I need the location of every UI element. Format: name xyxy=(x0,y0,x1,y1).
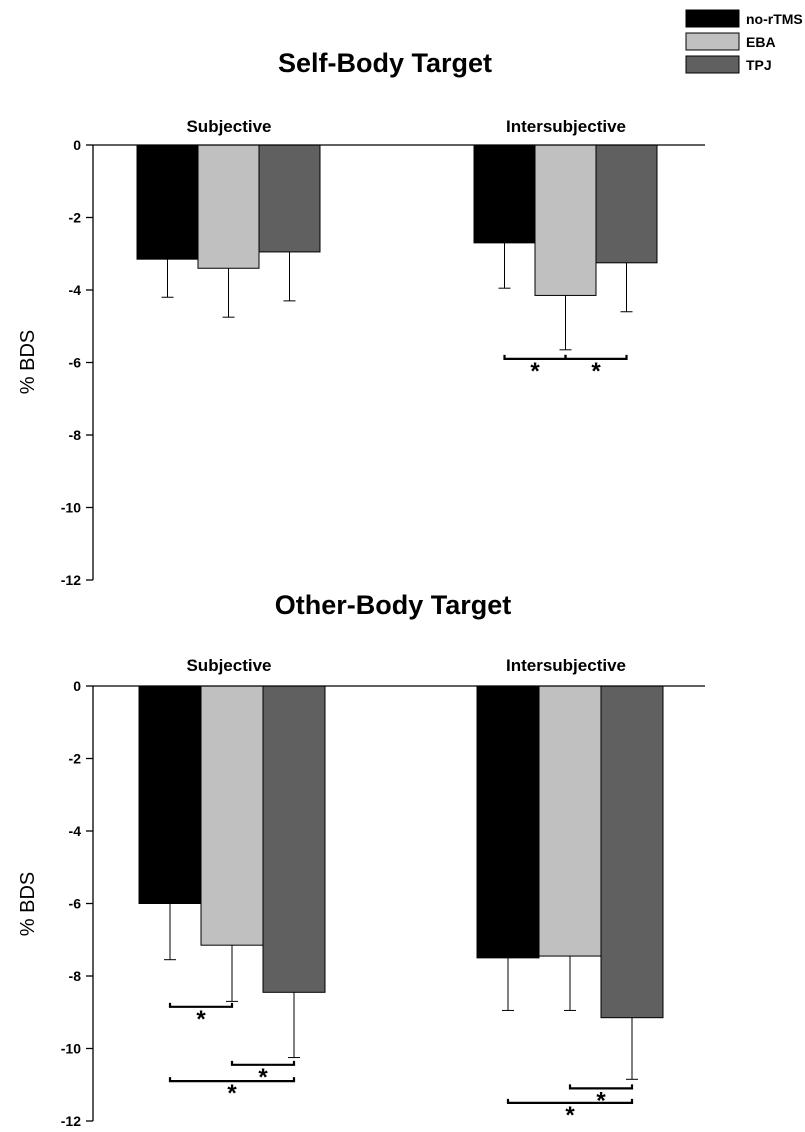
group-label-intersubjective: Intersubjective xyxy=(506,117,626,136)
significance-star: * xyxy=(565,1102,575,1129)
y-tick-label: -6 xyxy=(69,896,82,912)
y-tick-label: -12 xyxy=(61,1113,81,1129)
significance-bracket xyxy=(568,1084,634,1090)
bar-intersubjective-no-rtms xyxy=(476,685,540,959)
significance-star: * xyxy=(596,1087,606,1114)
y-tick-label: -4 xyxy=(69,823,82,839)
legend-swatch-eba xyxy=(685,32,740,51)
other-body-panel: Other-Body Target % BDS Subjective Inter… xyxy=(17,590,705,1129)
bar-intersubjective-eba xyxy=(538,685,602,957)
y-tick-label: 0 xyxy=(73,137,81,153)
legend-label-no-rtms: no-rTMS xyxy=(746,11,803,27)
y-tick-label: -2 xyxy=(69,751,82,767)
legend-label-eba: EBA xyxy=(746,34,776,50)
significance-bracket xyxy=(506,1098,634,1104)
bar-subjective-tpj xyxy=(262,685,326,993)
group-label-subjective: Subjective xyxy=(186,656,271,675)
y-tick-label: -6 xyxy=(69,355,82,371)
legend-label-tpj: TPJ xyxy=(746,57,772,73)
significance-star: * xyxy=(530,358,540,385)
y-axis-label: % BDS xyxy=(17,872,39,936)
legend: no-rTMS EBA TPJ xyxy=(685,9,803,74)
y-tick-label: -4 xyxy=(69,282,82,298)
y-tick-label: -2 xyxy=(69,210,82,226)
y-tick-label: 0 xyxy=(73,678,81,694)
chart-title: Self-Body Target xyxy=(278,48,492,78)
y-tick-label: -8 xyxy=(69,968,82,984)
legend-swatch-tpj xyxy=(685,55,740,74)
bar-intersubjective-eba xyxy=(534,144,597,296)
y-tick-label: -12 xyxy=(61,572,81,588)
bar-subjective-eba xyxy=(200,685,264,946)
y-tick-label: -10 xyxy=(61,500,81,516)
bar-subjective-no-rtms xyxy=(136,144,199,260)
self-body-panel: Self-Body Target % BDS Subjective Inters… xyxy=(17,48,705,588)
significance-bracket xyxy=(230,1060,296,1066)
bar-subjective-eba xyxy=(197,144,260,269)
group-label-subjective: Subjective xyxy=(186,117,271,136)
bar-intersubjective-no-rtms xyxy=(473,144,536,244)
chart-title: Other-Body Target xyxy=(275,590,512,620)
significance-star: * xyxy=(258,1064,268,1091)
significance-star: * xyxy=(591,358,601,385)
significance-bracket xyxy=(168,1002,234,1008)
bar-subjective-no-rtms xyxy=(138,685,202,904)
significance-star: * xyxy=(196,1006,206,1033)
bar-subjective-tpj xyxy=(258,144,321,253)
group-label-intersubjective: Intersubjective xyxy=(506,656,626,675)
significance-bracket xyxy=(564,354,628,360)
bar-intersubjective-tpj xyxy=(600,685,664,1019)
y-tick-label: -10 xyxy=(61,1041,81,1057)
y-axis-label: % BDS xyxy=(17,330,39,394)
bar-intersubjective-tpj xyxy=(595,144,658,264)
y-tick-label: -8 xyxy=(69,427,82,443)
legend-swatch-no-rtms xyxy=(685,9,740,28)
significance-star: * xyxy=(227,1080,237,1107)
significance-bracket xyxy=(168,1077,296,1083)
